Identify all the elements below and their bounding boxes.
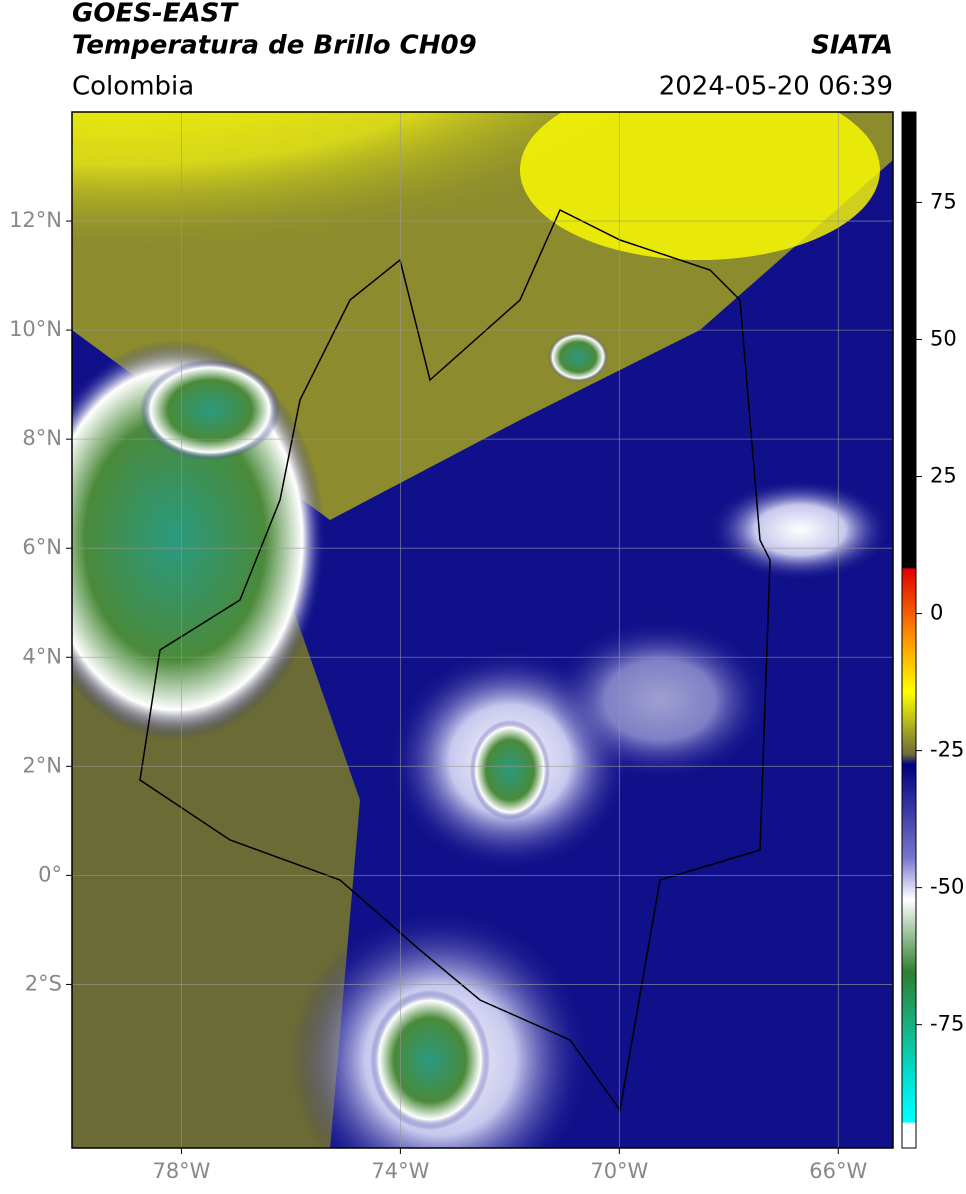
graticule (72, 112, 893, 1148)
x-tick-label: 70°W (590, 1159, 648, 1183)
colorbar-tick-label: 50 (930, 326, 957, 350)
y-tick-label: 8°N (22, 426, 62, 450)
colorbar-tick-label: -50 (930, 875, 964, 899)
colorbar-tick-label: 75 (930, 189, 957, 213)
source: SIATA (811, 31, 893, 61)
y-tick-label: 12°N (9, 208, 62, 232)
y-tick-label: 2°S (25, 971, 62, 995)
colorbar-tick-label: 0 (930, 601, 943, 625)
x-tick-label: 74°W (371, 1159, 429, 1183)
title: GOES-EAST (72, 0, 239, 29)
y-tick-label: 10°N (9, 317, 62, 341)
x-tick-label: 66°W (809, 1159, 867, 1183)
subtitle: Temperatura de Brillo CH09 (72, 31, 477, 61)
colorbar-tick-label: -25 (930, 738, 964, 762)
y-tick-label: 6°N (22, 535, 62, 559)
colorbar-tick-label: -75 (930, 1012, 964, 1036)
map-frame (71, 111, 894, 1149)
x-tick-label: 78°W (152, 1159, 210, 1183)
region: Colombia (72, 72, 194, 102)
satellite-image (72, 112, 893, 1148)
datetime: 2024-05-20 06:39 (659, 72, 893, 102)
y-tick-label: 0° (38, 862, 62, 886)
colorbar-tick-label: 25 (930, 464, 957, 488)
colorbar (901, 111, 917, 1149)
y-tick-label: 2°N (22, 753, 62, 777)
y-tick-label: 4°N (22, 644, 62, 668)
